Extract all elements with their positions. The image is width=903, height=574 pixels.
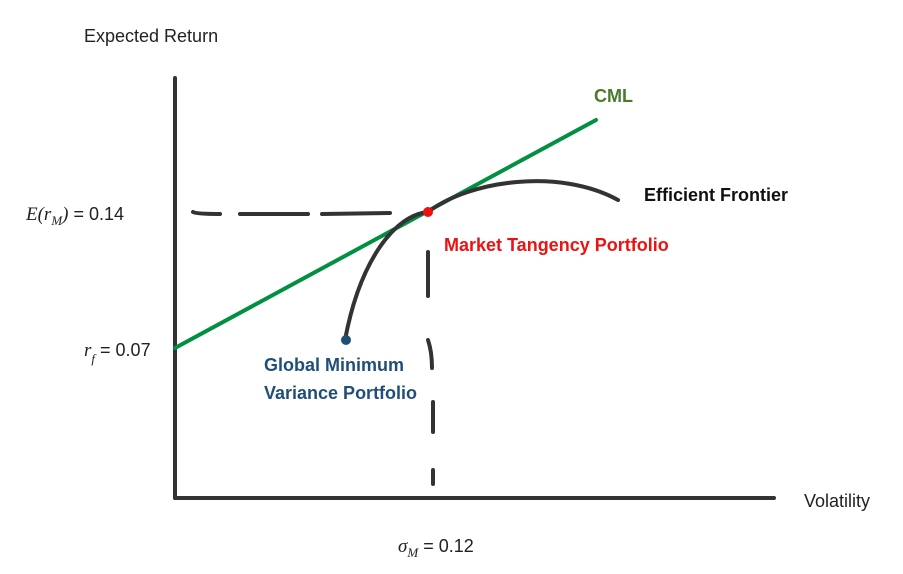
y-axis-label: Expected Return bbox=[84, 26, 218, 46]
gmv-point bbox=[341, 335, 351, 345]
cml-line bbox=[175, 120, 596, 348]
tangency-label: Market Tangency Portfolio bbox=[444, 235, 669, 255]
market-return-label: E(rM) = 0.14 bbox=[25, 204, 124, 228]
efficient-frontier-curve bbox=[345, 181, 618, 340]
market-vol-guide bbox=[428, 252, 433, 484]
gmv-label-line1: Global Minimum bbox=[264, 355, 404, 375]
tangency-point bbox=[423, 207, 433, 217]
cml-label: CML bbox=[594, 86, 633, 106]
market-return-guide bbox=[193, 212, 390, 214]
gmv-label-line2: Variance Portfolio bbox=[264, 383, 417, 403]
x-axis-label: Volatility bbox=[804, 491, 870, 511]
market-vol-label: σM = 0.12 bbox=[398, 536, 474, 560]
risk-free-label: rf = 0.07 bbox=[84, 340, 151, 366]
efficient-frontier-label: Efficient Frontier bbox=[644, 185, 788, 205]
